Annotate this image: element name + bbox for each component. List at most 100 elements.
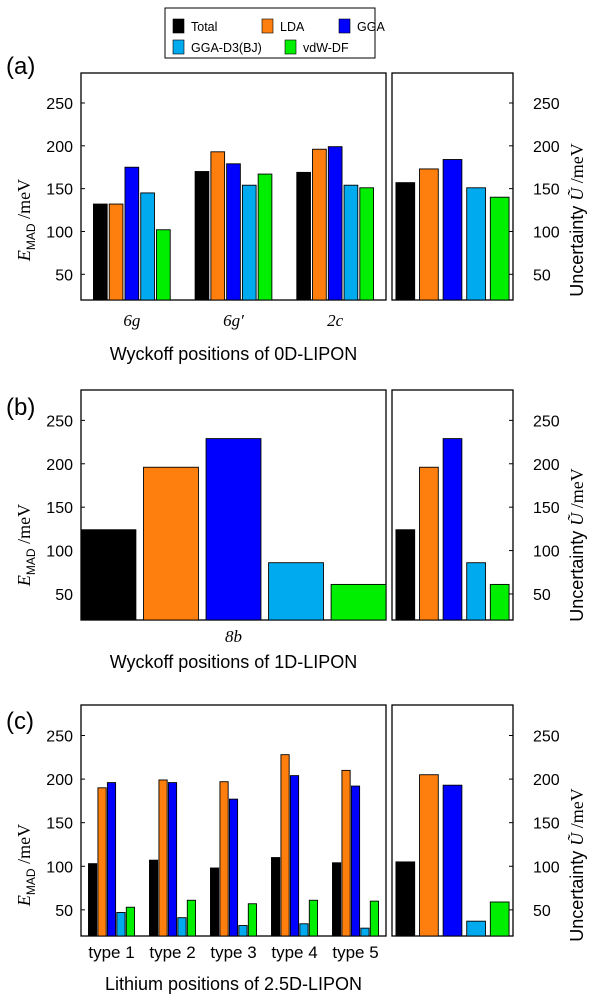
legend-swatch-vdw-df <box>284 39 297 55</box>
bar-vdw-df-6g <box>257 173 273 301</box>
y-tick-label-left: 50 <box>55 587 73 604</box>
panel-b: (b) 50 50 100 100 150 150 200 200 250 250 EMAD /meV… <box>6 389 587 672</box>
y-tick-label-left: 150 <box>46 816 73 833</box>
uncertainty-bar-gga <box>442 784 463 937</box>
bar-gga-type-2 <box>167 782 178 937</box>
bar-gga-d3-bj-6g <box>241 184 257 301</box>
legend-swatch-gga <box>338 18 351 34</box>
panel-label: (a) <box>6 53 35 80</box>
y-tick-label-left: 100 <box>46 224 73 241</box>
y-axis-label-left: EMAD /meV <box>14 179 38 262</box>
bar-lda-type-2 <box>158 779 168 937</box>
bar-vdw-df-type-4 <box>308 899 318 937</box>
bar-vdw-df-6g <box>156 229 171 301</box>
bar-gga-type-5 <box>350 785 361 937</box>
category-label: type 1 <box>88 943 134 962</box>
panel-label: (b) <box>6 394 35 421</box>
bar-gga-d3-bj-type-4 <box>299 923 309 937</box>
y-tick-label-left: 100 <box>46 544 73 561</box>
bar-lda-8b <box>143 466 199 621</box>
legend-swatch-total <box>172 18 185 34</box>
bar-total-6g <box>194 171 210 301</box>
bar-vdw-df-2c <box>359 187 374 301</box>
bar-total-6g <box>93 203 108 301</box>
bar-lda-6g <box>108 203 124 301</box>
bar-vdw-df-type-2 <box>186 899 196 937</box>
y-tick-label-right: 50 <box>533 903 551 920</box>
bar-lda-2c <box>312 148 327 301</box>
uncertainty-bar-vdw-df <box>489 901 510 937</box>
bar-gga-d3-bj-2c <box>343 184 359 301</box>
legend-label-gga-d3-bj: GGA-D3(BJ) <box>191 41 262 55</box>
bar-gga-2c <box>327 146 343 301</box>
category-label: type 3 <box>210 943 256 962</box>
panel-label: (c) <box>6 708 34 735</box>
uncertainty-bar-vdw-df <box>489 196 510 301</box>
bar-gga-d3-bj-type-1 <box>116 912 126 937</box>
bar-gga-d3-bj-type-2 <box>177 917 187 937</box>
y-tick-label-right: 150 <box>533 816 560 833</box>
x-axis-label: Wyckoff positions of 0D-LIPON <box>110 344 358 364</box>
uncertainty-bar-gga <box>442 159 463 301</box>
bar-vdw-df-type-1 <box>125 906 135 937</box>
category-label: 8b <box>225 627 242 646</box>
y-tick-label-right: 150 <box>533 500 560 517</box>
uncertainty-bar-gga-d3-bj <box>466 187 486 301</box>
x-axis-label: Lithium positions of 2.5D-LIPON <box>105 974 362 994</box>
legend-label-total: Total <box>191 20 217 34</box>
uncertainty-bar-total <box>395 861 416 937</box>
uncertainty-bar-lda <box>419 466 439 621</box>
bar-gga-d3-bj-6g <box>140 192 155 301</box>
legend: Total LDA GGA GGA-D3(BJ) vdW-DF <box>164 7 385 59</box>
y-axis-label-right: Uncertainty Ũ /meV <box>567 143 587 297</box>
panel-c: (c) 50 50 100 100 150 150 200 200 250 250 EMAD /meV… <box>6 704 587 994</box>
uncertainty-bar-total <box>395 182 416 301</box>
bar-gga-6g <box>124 166 140 301</box>
bar-total-8b <box>80 529 137 621</box>
bar-total-2c <box>296 171 311 301</box>
legend-label-vdw-df: vdW-DF <box>303 41 349 55</box>
y-tick-label-right: 250 <box>533 96 560 113</box>
y-tick-label-right: 250 <box>533 729 560 746</box>
bar-gga-type-3 <box>228 798 239 937</box>
y-axis-label-right: Uncertainty Ũ /meV <box>567 468 587 622</box>
y-tick-label-right: 50 <box>533 587 551 604</box>
bar-total-type-5 <box>332 862 342 937</box>
uncertainty-bar-vdw-df <box>489 583 510 621</box>
bar-gga-d3-bj-type-5 <box>360 927 370 937</box>
uncertainty-bar-lda <box>419 168 439 301</box>
y-tick-label-left: 50 <box>55 267 73 284</box>
legend-label-lda: LDA <box>280 20 305 34</box>
bar-gga-d3-bj-8b <box>268 562 324 621</box>
category-label: type 2 <box>149 943 195 962</box>
bar-lda-6g <box>210 151 226 301</box>
bar-gga-8b <box>205 438 262 621</box>
panels: (a) 50 50 100 100 150 150 200 200 250 250 EMAD /meV… <box>6 53 587 994</box>
bar-vdw-df-type-5 <box>369 900 379 937</box>
bar-total-type-2 <box>149 859 159 937</box>
bar-total-type-3 <box>210 867 220 937</box>
y-tick-label-right: 200 <box>533 457 560 474</box>
y-tick-label-left: 250 <box>46 729 73 746</box>
y-tick-label-right: 150 <box>533 182 560 199</box>
bar-gga-6g <box>226 163 241 301</box>
y-tick-label-left: 100 <box>46 859 73 876</box>
bar-vdw-df-8b <box>330 583 387 621</box>
bar-gga-d3-bj-type-3 <box>238 925 248 937</box>
x-axis-label: Wyckoff positions of 1D-LIPON <box>110 652 358 672</box>
legend-label-gga: GGA <box>357 20 385 34</box>
bar-lda-type-5 <box>341 769 351 937</box>
uncertainty-bar-lda <box>419 774 439 937</box>
bar-gga-type-1 <box>106 782 117 937</box>
category-label: type 5 <box>332 943 378 962</box>
y-tick-label-right: 100 <box>533 544 560 561</box>
y-tick-label-right: 200 <box>533 772 560 789</box>
bar-total-type-4 <box>271 857 281 937</box>
panel-a: (a) 50 50 100 100 150 150 200 200 250 250 EMAD /meV… <box>6 53 587 364</box>
bar-total-type-1 <box>88 863 98 937</box>
legend-swatch-lda <box>261 18 274 34</box>
y-tick-label-right: 250 <box>533 413 560 430</box>
uncertainty-bar-gga-d3-bj <box>466 920 486 937</box>
uncertainty-bar-total <box>395 529 416 621</box>
